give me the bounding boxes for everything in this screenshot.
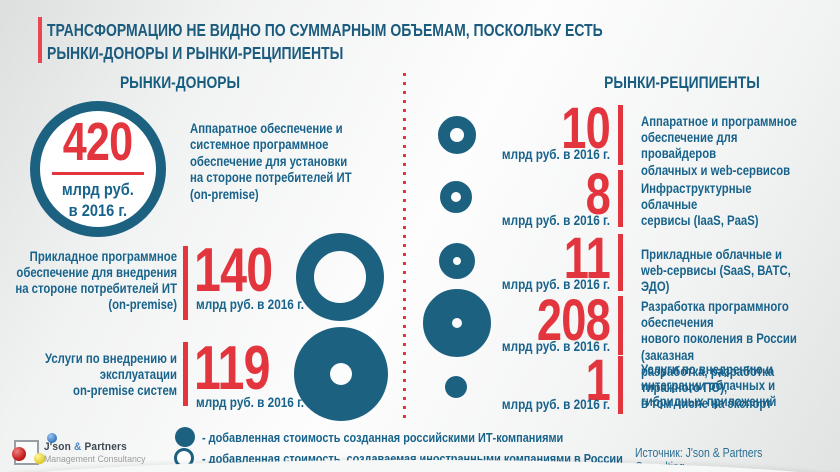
donor-bubble-140 — [296, 233, 384, 321]
logo-blue-ball-icon — [47, 433, 57, 443]
recipient-bubble-10 — [438, 116, 476, 154]
legend-label-russian: - добавленная стоимость созданная россий… — [202, 430, 564, 445]
donor-value-140: 140 — [194, 236, 273, 305]
logo-company-name: J'son & Partners — [44, 441, 127, 453]
donor-value-underline — [52, 171, 144, 175]
recipient-bar-208 — [618, 296, 623, 355]
recipient-value-8: 8 — [585, 162, 611, 227]
donor-bar-119 — [183, 342, 188, 406]
recipient-value-10: 10 — [561, 96, 611, 161]
recipient-value-11: 11 — [563, 226, 611, 291]
recipient-bubble-1 — [445, 376, 467, 398]
recipient-bar-1 — [618, 356, 623, 414]
recipient-description-11: Прикладные облачные и web-сервисы (SaaS,… — [641, 247, 791, 295]
logo-red-ball-icon — [12, 447, 26, 461]
donor-unit-140: млрд руб. в 2016 г. — [196, 296, 305, 312]
slide-bottom-edge — [0, 460, 840, 472]
recipient-description-10: Аппаратное и программное обеспечение для… — [641, 114, 797, 178]
donor-unit-420: млрд руб. в 2016 г. — [61, 179, 134, 220]
donor-unit-119: млрд руб. в 2016 г. — [196, 394, 305, 410]
donor-value-420: 420 — [63, 111, 133, 172]
recipient-bar-10 — [618, 105, 623, 165]
recipients-header: РЫНКИ-РЕЦИПИЕНТЫ — [604, 74, 760, 92]
slide-title: ТРАНСФОРМАЦИЮ НЕ ВИДНО ПО СУММАРНЫМ ОБЪЕ… — [47, 20, 603, 63]
donors-header: РЫНКИ-ДОНОРЫ — [119, 74, 241, 92]
dotted-divider — [403, 73, 406, 420]
recipient-bubble-8 — [440, 181, 472, 213]
legend-marker-filled-icon — [175, 427, 195, 447]
logo-ampersand: & — [73, 441, 82, 453]
recipient-unit-1: млрд руб. в 2016 г. — [501, 396, 610, 412]
title-accent-bar — [38, 17, 42, 63]
donor-bubble-420: 420 млрд руб. в 2016 г. — [30, 101, 166, 237]
donor-bubble-119-hole — [330, 363, 352, 385]
donor-label-140: Прикладное программное обеспечение для в… — [15, 249, 177, 312]
recipient-description-8: Инфраструктурные облачные сервисы (IaaS,… — [641, 181, 759, 229]
donor-value-119: 119 — [194, 334, 270, 403]
donor-label-119: Услуги по внедрению и эксплуатации on-pr… — [45, 351, 177, 398]
recipient-unit-8: млрд руб. в 2016 г. — [501, 212, 610, 228]
recipient-value-208: 208 — [536, 288, 611, 353]
recipient-unit-208: млрд руб. в 2016 г. — [501, 338, 610, 354]
logo-name-post: Partners — [81, 441, 127, 453]
recipient-bar-11 — [618, 234, 623, 291]
recipient-unit-10: млрд руб. в 2016 г. — [501, 146, 610, 162]
logo-yellow-ball-icon — [34, 453, 45, 464]
donor-bar-140 — [183, 246, 188, 320]
recipient-description-208: Разработка программного обеспечения ново… — [641, 299, 797, 412]
recipient-value-1: 1 — [585, 348, 611, 413]
donor-description-420: Аппаратное обеспечение и системное прогр… — [190, 121, 352, 202]
logo-name-pre: J'son — [44, 441, 74, 453]
logo-subtitle: Management Consultancy — [44, 453, 146, 465]
recipient-bar-8 — [618, 170, 623, 227]
donor-bubble-119 — [294, 327, 388, 421]
recipient-bubble-11 — [439, 243, 475, 279]
recipient-description-1: Услуги по внедрению и интеграции облачны… — [641, 362, 777, 410]
recipient-unit-11: млрд руб. в 2016 г. — [501, 276, 610, 292]
